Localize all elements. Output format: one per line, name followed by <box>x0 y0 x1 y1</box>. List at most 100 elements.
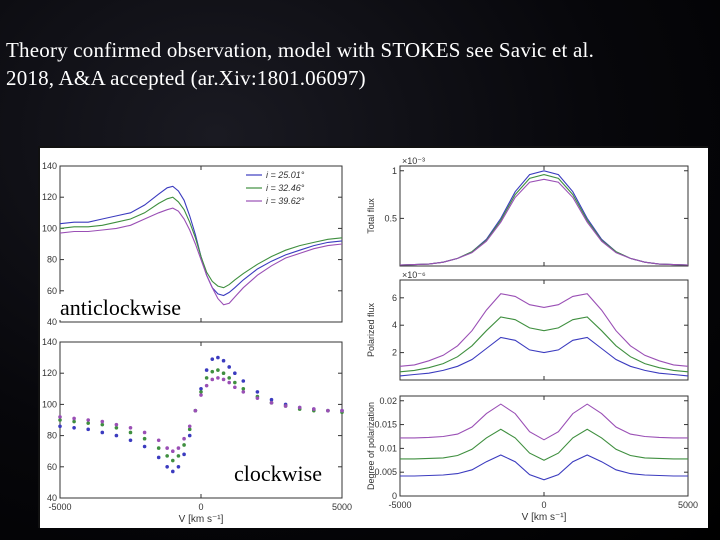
data-point <box>171 449 175 454</box>
data-point <box>72 426 76 430</box>
data-point <box>269 397 274 402</box>
data-point <box>142 444 147 449</box>
data-point <box>193 408 198 413</box>
slide-title-line-1: Theory confirmed observation, model with… <box>6 38 595 62</box>
y-tick-label: 120 <box>42 192 57 202</box>
legend-entry: i = 32.46° <box>266 183 305 193</box>
data-point <box>241 379 246 383</box>
y-axis-label: Polarized flux <box>366 302 376 357</box>
plot-frame <box>399 395 689 497</box>
scale-note: ×10⁻⁶ <box>402 270 426 280</box>
plot-angle-clockwise: 140 120 100 80 60 40-5000 0 5000 V [km s⁻¹] <box>42 337 352 525</box>
series-1-line <box>399 336 689 377</box>
data-point <box>227 376 231 380</box>
data-point <box>241 387 246 391</box>
data-point <box>58 418 62 422</box>
data-point <box>176 446 181 450</box>
data-point <box>114 426 119 430</box>
data-point <box>199 387 203 391</box>
data-point <box>312 407 316 411</box>
x-tick-label: -5000 <box>388 500 411 510</box>
data-point <box>128 430 133 435</box>
y-tick-label: 4 <box>392 320 397 330</box>
data-point <box>233 380 237 385</box>
x-tick-label: 5000 <box>332 502 352 512</box>
y-tick-label: 140 <box>42 161 57 171</box>
slide-title: Theory confirmed observation, model with… <box>6 36 706 92</box>
y-tick-label: 0.5 <box>384 213 397 223</box>
y-tick-label: 120 <box>42 368 57 378</box>
data-point <box>221 371 226 375</box>
data-point <box>142 430 147 435</box>
data-point <box>204 376 209 380</box>
series-3-line <box>399 178 689 266</box>
data-point <box>182 436 186 441</box>
data-point <box>210 357 215 361</box>
data-point <box>255 396 260 400</box>
data-point <box>72 419 76 424</box>
data-point <box>100 419 105 424</box>
plot-frame <box>399 165 689 267</box>
data-point <box>142 436 147 441</box>
data-point <box>210 369 215 374</box>
data-point <box>210 377 215 382</box>
data-point <box>171 458 175 463</box>
data-point <box>233 385 237 390</box>
data-point <box>58 424 62 429</box>
data-point <box>156 446 161 450</box>
slide-title-line-2: 2018, A&A accepted (ar.Xiv:1801.06097) <box>6 66 366 90</box>
y-tick-label: 1 <box>392 166 397 176</box>
data-point <box>340 408 344 413</box>
y-tick-label: 80 <box>47 431 57 441</box>
data-point <box>216 355 220 360</box>
data-point <box>187 433 192 438</box>
data-point <box>72 416 76 421</box>
legend-entry: i = 25.01° <box>266 170 305 180</box>
data-point <box>128 426 133 430</box>
data-point <box>86 418 90 422</box>
data-point <box>156 438 161 443</box>
y-tick-label: 60 <box>47 286 57 296</box>
x-tick-label: 5000 <box>678 500 698 510</box>
series-2-line <box>399 316 689 373</box>
data-point <box>182 443 186 447</box>
anticlockwise-label: anticlockwise <box>56 294 185 320</box>
data-point <box>326 408 330 413</box>
data-point <box>165 465 169 469</box>
data-point <box>187 427 192 432</box>
data-point <box>165 446 169 450</box>
y-tick-label: 0.02 <box>379 396 397 406</box>
data-point <box>297 405 302 410</box>
series-3-points <box>58 376 344 454</box>
data-point <box>199 393 203 397</box>
y-tick-label: 80 <box>47 255 57 265</box>
data-point <box>128 438 133 443</box>
data-point <box>171 469 175 474</box>
y-tick-label: 0.01 <box>379 443 397 453</box>
y-tick-label: 2 <box>392 348 397 358</box>
data-point <box>221 358 226 363</box>
y-tick-label: 0.005 <box>374 467 397 477</box>
plot-polarized-flux: 6 4 2 Polarized flux ×10⁻⁶ <box>366 270 689 381</box>
data-point <box>182 452 186 457</box>
legend-entry: i = 39.62° <box>266 196 305 206</box>
series-2-line <box>400 428 688 461</box>
data-point <box>86 427 90 432</box>
data-point <box>100 430 105 435</box>
data-point <box>58 415 62 419</box>
series-2-line <box>59 196 343 289</box>
data-point <box>227 365 231 369</box>
x-tick-label: -5000 <box>48 502 71 512</box>
scale-note: ×10⁻³ <box>402 156 425 166</box>
data-point <box>114 422 119 427</box>
series-1-line <box>400 454 688 481</box>
data-point <box>221 377 226 382</box>
y-axis-label: Total flux <box>366 198 376 234</box>
data-point <box>241 390 246 394</box>
data-point <box>216 368 220 372</box>
data-point <box>269 401 274 405</box>
data-point <box>114 433 119 438</box>
plot-total-flux: 1 0.5 Total flux ×10⁻³ <box>366 156 689 267</box>
figure-panel: 140 120 100 80 60 40 i = 25.01° i = 32.46° i = 3… <box>38 146 708 528</box>
